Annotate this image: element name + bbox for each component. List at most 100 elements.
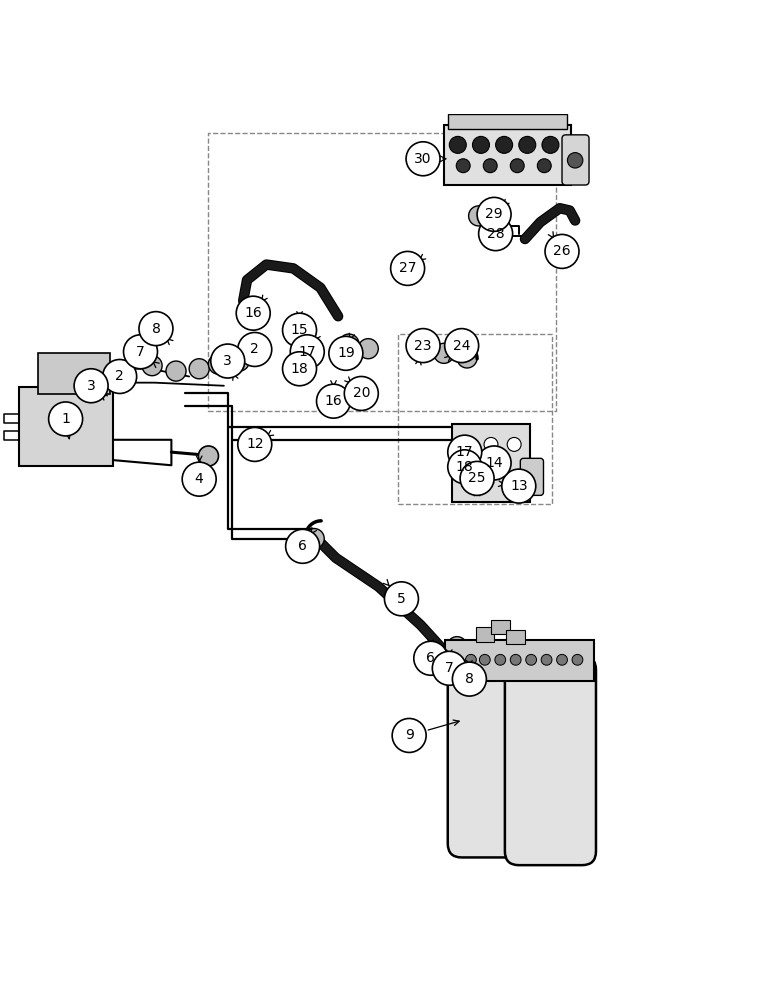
Circle shape — [236, 296, 270, 330]
Circle shape — [537, 159, 551, 173]
Circle shape — [339, 334, 359, 354]
Text: 3: 3 — [223, 354, 232, 368]
Circle shape — [567, 153, 583, 168]
Circle shape — [283, 313, 317, 347]
Text: 13: 13 — [510, 479, 527, 493]
FancyBboxPatch shape — [444, 125, 571, 185]
Circle shape — [317, 384, 350, 418]
Circle shape — [384, 582, 418, 616]
Text: 8: 8 — [465, 672, 474, 686]
Circle shape — [469, 206, 489, 226]
Text: 28: 28 — [487, 227, 504, 241]
Text: 5: 5 — [397, 592, 406, 606]
Circle shape — [466, 654, 476, 665]
Circle shape — [572, 654, 583, 665]
Circle shape — [510, 654, 521, 665]
FancyBboxPatch shape — [38, 353, 110, 394]
Circle shape — [166, 361, 186, 381]
Text: 8: 8 — [151, 322, 161, 336]
Circle shape — [510, 159, 524, 173]
Circle shape — [414, 641, 448, 675]
Circle shape — [477, 446, 511, 480]
Circle shape — [448, 450, 482, 484]
Circle shape — [139, 312, 173, 346]
Circle shape — [445, 329, 479, 363]
Text: 23: 23 — [415, 339, 432, 353]
Circle shape — [290, 335, 324, 369]
Circle shape — [496, 136, 513, 153]
Circle shape — [457, 348, 477, 368]
Text: 2: 2 — [250, 342, 259, 356]
Circle shape — [391, 251, 425, 285]
FancyBboxPatch shape — [448, 114, 567, 129]
Text: 15: 15 — [291, 323, 308, 337]
Circle shape — [286, 529, 320, 563]
Text: 9: 9 — [405, 728, 414, 742]
Text: 14: 14 — [486, 456, 503, 470]
FancyBboxPatch shape — [445, 640, 594, 681]
Circle shape — [392, 718, 426, 752]
FancyBboxPatch shape — [506, 630, 525, 644]
Circle shape — [542, 136, 559, 153]
FancyBboxPatch shape — [19, 387, 113, 466]
Text: 29: 29 — [486, 207, 503, 221]
Text: 25: 25 — [469, 471, 486, 485]
Circle shape — [447, 637, 467, 657]
Circle shape — [472, 136, 489, 153]
FancyBboxPatch shape — [476, 627, 494, 642]
Circle shape — [479, 654, 490, 665]
Circle shape — [229, 351, 249, 371]
Circle shape — [480, 221, 500, 241]
Text: 16: 16 — [245, 306, 262, 320]
Circle shape — [329, 336, 363, 370]
Circle shape — [484, 437, 498, 451]
Circle shape — [198, 446, 218, 466]
Text: 24: 24 — [453, 339, 470, 353]
Text: 3: 3 — [86, 379, 96, 393]
Circle shape — [507, 437, 521, 451]
Circle shape — [456, 159, 470, 173]
Circle shape — [124, 335, 157, 369]
Circle shape — [283, 352, 317, 386]
Circle shape — [541, 654, 552, 665]
Circle shape — [49, 402, 83, 436]
Text: 17: 17 — [299, 345, 316, 359]
Circle shape — [304, 529, 324, 549]
Text: 19: 19 — [337, 346, 354, 360]
Circle shape — [406, 329, 440, 363]
Text: 2: 2 — [115, 369, 124, 383]
Circle shape — [483, 159, 497, 173]
Circle shape — [182, 462, 216, 496]
Circle shape — [358, 339, 378, 359]
Circle shape — [211, 344, 245, 378]
Text: 18: 18 — [291, 362, 308, 376]
FancyBboxPatch shape — [505, 656, 596, 865]
Text: 20: 20 — [353, 386, 370, 400]
Circle shape — [519, 136, 536, 153]
Text: 26: 26 — [554, 244, 571, 258]
Circle shape — [526, 654, 537, 665]
Text: 1: 1 — [61, 412, 70, 426]
Text: 18: 18 — [456, 460, 473, 474]
Circle shape — [103, 359, 137, 393]
Circle shape — [406, 142, 440, 176]
Circle shape — [448, 435, 482, 469]
Text: 4: 4 — [195, 472, 204, 486]
Text: 6: 6 — [426, 651, 435, 665]
Text: 6: 6 — [298, 539, 307, 553]
Circle shape — [461, 437, 475, 451]
Circle shape — [479, 217, 513, 251]
Text: 17: 17 — [456, 445, 473, 459]
Circle shape — [502, 469, 536, 503]
Circle shape — [557, 654, 567, 665]
Circle shape — [495, 654, 506, 665]
Circle shape — [432, 651, 466, 685]
Text: 30: 30 — [415, 152, 432, 166]
Circle shape — [477, 197, 511, 231]
Circle shape — [449, 136, 466, 153]
FancyBboxPatch shape — [562, 135, 589, 185]
FancyBboxPatch shape — [448, 654, 537, 857]
Circle shape — [238, 427, 272, 461]
Circle shape — [74, 369, 108, 403]
Circle shape — [208, 354, 229, 374]
